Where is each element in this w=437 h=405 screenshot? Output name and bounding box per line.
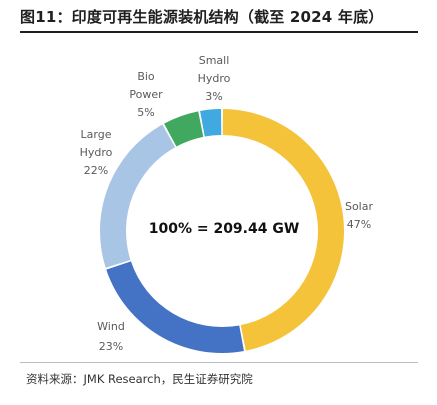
source-divider (20, 362, 418, 363)
slice-labels: Solar 47% Wind 23% Large Hydro 22% Bio Power 5% Sm… (80, 54, 374, 353)
donut-slice-small-hydro (200, 109, 222, 137)
title-divider (20, 31, 418, 33)
donut-slice-large-hydro (100, 124, 176, 268)
source-note: 资料来源：JMK Research，民生证券研究院 (26, 372, 253, 386)
donut-slices (100, 109, 344, 353)
slice-label-large-hydro: Large Hydro 22% (80, 128, 113, 177)
donut-slice-wind (106, 261, 244, 353)
slice-label-small-hydro: Small Hydro 3% (198, 54, 231, 103)
slice-label-solar: Solar 47% (345, 200, 374, 231)
slice-label-bio-power: Bio Power 5% (129, 70, 163, 119)
slice-label-wind: Wind 23% (97, 320, 125, 353)
donut-slice-solar (222, 109, 344, 351)
center-total-label: 100% = 209.44 GW (149, 221, 300, 237)
donut-chart: Solar 47% Wind 23% Large Hydro 22% Bio Power 5% Sm… (80, 54, 374, 353)
figure-title: 图11：印度可再生能源装机结构（截至 2024 年底） (20, 8, 384, 26)
donut-slice-bio-power (164, 111, 204, 147)
